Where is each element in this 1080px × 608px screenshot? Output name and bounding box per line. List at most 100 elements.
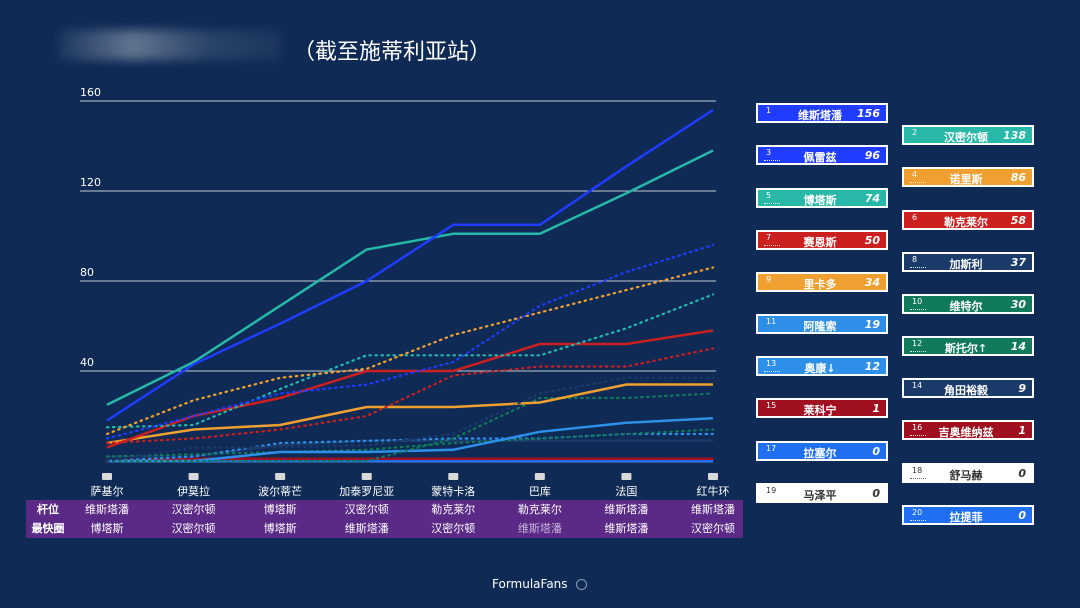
badge-points: 0 [1018,467,1026,480]
badge-rank: 10 [912,297,923,306]
fastest-cell: 维斯塔潘 [604,522,649,535]
series-line-7 [105,347,715,445]
badge-driver-name: 佩雷兹 [803,151,837,164]
x-axis-labels: 萨基尔 伊莫拉 波尔蒂芒 加泰罗尼亚 蒙特卡洛 巴库 法国 红牛环 [91,484,730,498]
standing-badge-5: 5 博塔斯 74 [756,188,888,208]
series-line-1 [106,108,714,422]
badge-driver-name: 舒马赫 [949,469,983,482]
standing-badge-15: 15 莱科宁 1 [756,398,888,418]
pole-row: 杆位 维斯塔潘 汉密尔顿 博塔斯 汉密尔顿 勒克莱尔 勒克莱尔 维斯塔潘 维斯塔潘 [26,500,743,519]
badge-rank: 11 [766,317,777,326]
series-line-3 [105,243,715,440]
dotted-line-marker [910,309,926,310]
standing-badge-9: 9 里卡多 34 [756,272,888,292]
dotted-line-marker [910,267,926,268]
y-axis-labels: 40 80 120 160 [80,86,101,369]
badge-rank: 20 [912,508,923,517]
dotted-line-marker [764,160,780,161]
standing-badge-11: 11 阿隆索 19 [756,314,888,334]
badge-rank: 8 [912,255,918,264]
brand-mark-icon [576,579,587,590]
title-blurred-logo [58,30,283,60]
badge-driver-name: 赛恩斯 [803,236,837,249]
pole-cell: 博塔斯 [263,503,297,516]
badge-driver-name: 莱科宁 [803,404,837,417]
footer-brand: FormulaFans [492,577,568,591]
dotted-line-marker [764,245,780,246]
flag-icon [708,473,718,480]
pole-cell: 维斯塔潘 [604,503,649,516]
badge-rank: 9 [766,275,772,284]
badge-driver-name: 拉塞尔 [803,447,837,460]
x-tick-label: 伊莫拉 [177,484,210,498]
badge-driver-name: 里卡多 [803,278,837,291]
fastest-cell: 汉密尔顿 [171,522,216,535]
chart-grid [80,100,716,372]
y-tick-label: 120 [80,176,101,189]
race-flags [102,473,718,480]
badge-rank: 16 [912,423,923,432]
badge-rank: 19 [766,486,777,495]
badge-points: 34 [864,276,880,289]
badge-driver-name: 汉密尔顿 [944,131,988,144]
badge-points: 9 [1018,382,1026,395]
flag-icon [188,473,199,480]
badge-rank: 3 [766,148,772,157]
x-tick-label: 波尔蒂芒 [258,485,302,498]
pole-cell: 勒克莱尔 [431,503,476,516]
standing-badge-6: 6 勒克莱尔 58 [902,210,1034,230]
badge-points: 0 [872,487,880,500]
badge-driver-name: 阿隆索 [803,320,837,333]
badge-driver-name: 角田裕毅 [944,384,988,397]
badge-points: 1 [1018,424,1026,437]
badge-driver-name: 诺里斯 [949,173,983,186]
badge-driver-name: 博塔斯 [803,194,837,207]
x-tick-label: 红牛环 [697,484,730,498]
badge-rank: 15 [766,401,777,410]
standing-badge-20: 20 拉提菲 0 [902,505,1034,525]
flag-icon [275,473,286,480]
fastest-cell: 博塔斯 [263,522,297,535]
badge-points: 86 [1010,171,1026,184]
fastest-cell: 汉密尔顿 [431,522,476,535]
standing-badge-13: 13 奥康↓ 12 [756,356,888,376]
y-tick-label: 40 [80,356,94,369]
badge-driver-name: 奥康↓ [804,362,836,375]
flag-icon [361,473,372,480]
badge-driver-name: 维特尔 [949,300,983,313]
fastest-lap-row-header: 最快圈 [31,522,65,535]
fastest-lap-row: 最快圈 博塔斯 汉密尔顿 博塔斯 维斯塔潘 汉密尔顿 维斯塔潘 维斯塔潘 汉密尔顿 [26,519,743,538]
badge-rank: 14 [912,381,923,390]
dotted-line-marker [764,371,780,372]
badge-driver-name: 勒克莱尔 [944,216,988,229]
standing-badge-1: 1 维斯塔潘 156 [756,103,888,123]
series-line-2 [106,149,714,406]
x-tick-label: 蒙特卡洛 [431,484,475,498]
badge-points: 19 [864,318,880,331]
x-tick-label: 加泰罗尼亚 [339,484,394,498]
badge-driver-name: 维斯塔潘 [798,109,842,122]
badge-rank: 1 [766,106,772,115]
fastest-cell: 汉密尔顿 [691,522,735,535]
pole-cell: 维斯塔潘 [691,503,735,516]
badge-rank: 18 [912,466,923,475]
standing-badge-18: 18 舒马赫 0 [902,463,1034,483]
series-line-12 [105,428,715,458]
dotted-line-marker [764,203,780,204]
badge-points: 1 [872,402,880,415]
standing-badge-10: 10 维特尔 30 [902,294,1034,314]
series-line-11 [107,417,714,463]
pole-row-header: 杆位 [37,503,59,516]
badge-rank: 4 [912,170,918,179]
badge-driver-name: 拉提菲 [949,511,983,524]
dotted-line-marker [910,520,926,521]
y-tick-label: 160 [80,86,101,99]
badge-rank: 17 [766,444,777,453]
flag-icon [621,473,632,480]
pole-cell: 维斯塔潘 [85,503,129,516]
badge-rank: 13 [766,359,777,368]
fastest-cell: 博塔斯 [90,522,124,535]
badge-points: 30 [1010,298,1026,311]
standing-badge-19: 19 马泽平 0 [756,483,888,503]
